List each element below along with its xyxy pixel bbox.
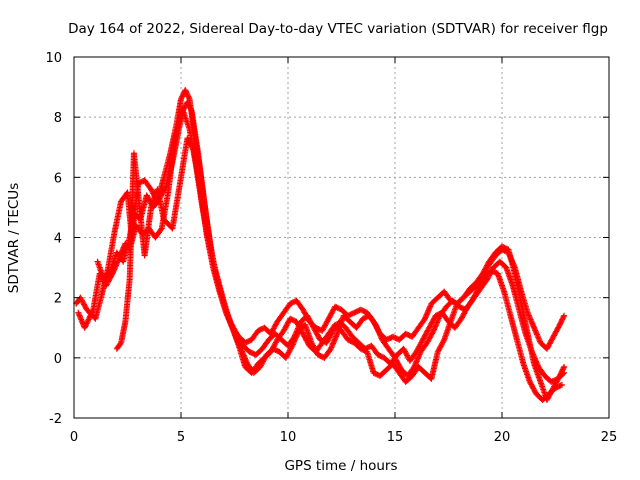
y-tick-label: 10 — [45, 51, 62, 66]
data-point — [157, 226, 164, 233]
y-tick-label: 8 — [54, 111, 62, 126]
data-point — [82, 323, 89, 330]
series-track-d — [113, 135, 568, 403]
y-tick-label: 2 — [54, 292, 62, 307]
data-point — [561, 363, 568, 370]
data-point — [188, 106, 195, 113]
data-points — [73, 87, 568, 403]
x-tick-label: 5 — [177, 430, 185, 445]
x-tick-label: 15 — [387, 430, 404, 445]
data-point — [87, 312, 94, 319]
data-point — [185, 94, 192, 101]
data-point — [429, 329, 436, 336]
y-tick-label: 6 — [54, 171, 62, 186]
data-point — [556, 323, 563, 330]
data-point — [557, 382, 564, 389]
chart-title: Day 164 of 2022, Sidereal Day-to-day VTE… — [68, 21, 608, 37]
data-point — [558, 381, 565, 388]
x-axis-label: GPS time / hours — [284, 458, 397, 474]
data-point — [560, 365, 567, 372]
x-axis-ticks: 0 5 10 15 20 25 — [70, 57, 617, 445]
data-point — [88, 309, 95, 316]
data-point — [89, 308, 96, 315]
data-point — [83, 320, 90, 327]
data-point — [556, 374, 563, 381]
data-point — [84, 317, 91, 324]
data-point — [86, 313, 93, 320]
data-point — [190, 145, 197, 152]
y-axis-ticks: -2 0 2 4 6 8 10 — [45, 51, 609, 427]
y-tick-label: -2 — [49, 412, 62, 427]
data-point — [81, 324, 88, 331]
x-tick-label: 25 — [601, 430, 618, 445]
y-tick-label: 0 — [54, 352, 62, 367]
x-tick-label: 0 — [70, 430, 78, 445]
x-tick-label: 20 — [494, 430, 511, 445]
data-point — [85, 316, 92, 323]
data-point — [84, 319, 91, 326]
data-point — [83, 321, 90, 328]
data-point — [288, 344, 295, 351]
y-tick-label: 4 — [54, 232, 62, 247]
data-point — [560, 314, 567, 321]
data-point — [162, 184, 169, 191]
data-point — [440, 338, 447, 345]
data-point — [86, 315, 93, 322]
data-point — [88, 310, 95, 317]
data-point — [117, 340, 124, 347]
y-axis-label: SDTVAR / TECUs — [6, 183, 22, 293]
x-tick-label: 10 — [280, 430, 297, 445]
data-point — [561, 312, 568, 319]
